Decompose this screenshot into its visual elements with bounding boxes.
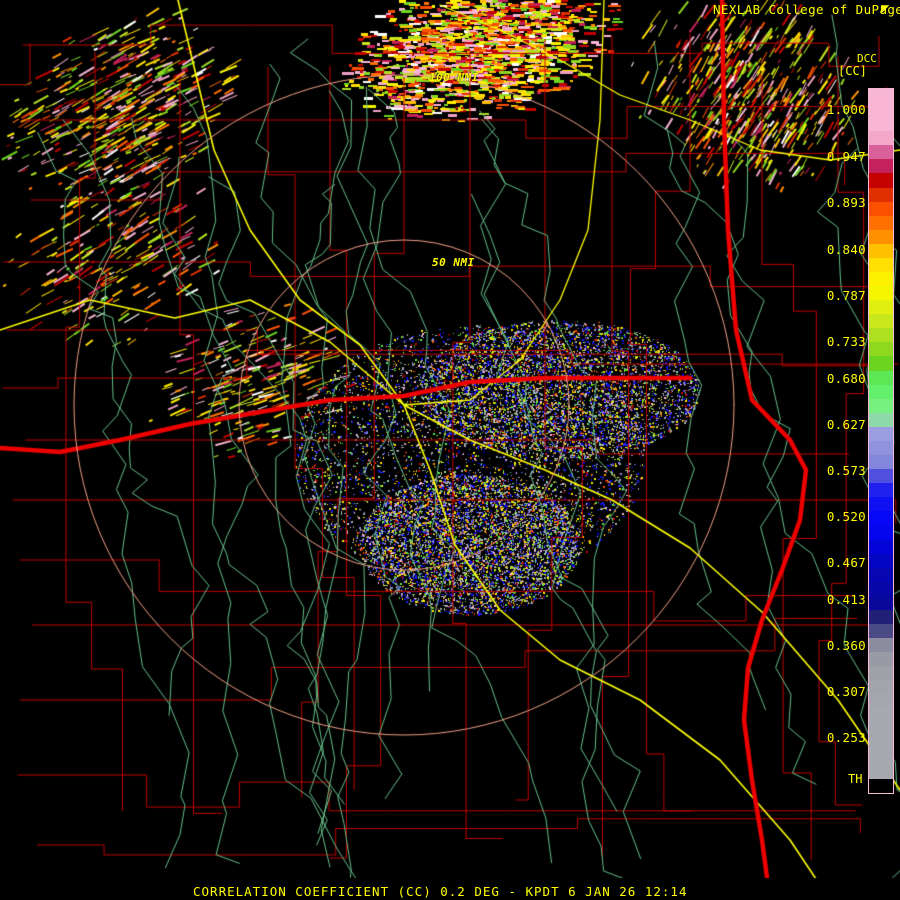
- colorbar-segment-22: [869, 398, 893, 413]
- colorbar-segment-28: [869, 483, 893, 498]
- colorbar-segment-47: [869, 750, 893, 765]
- colorbar-segment-20: [869, 370, 893, 385]
- colorbar-segment-29: [869, 497, 893, 512]
- colorbar-tick-14: 0.253: [826, 730, 866, 745]
- colorbar-title: DCC: [857, 52, 877, 65]
- colorbar-segment-34: [869, 567, 893, 582]
- colorbar-segment-42: [869, 680, 893, 695]
- colorbar-segment-17: [869, 328, 893, 343]
- colorbar-unit-label: [CC]: [838, 64, 867, 78]
- colorbar-segment-31: [869, 525, 893, 540]
- colorbar-segment-44: [869, 708, 893, 723]
- colorbar-tick-7: 0.627: [826, 417, 866, 432]
- colorbar-segment-37: [869, 609, 893, 624]
- range-ring-label-50nmi: 50 NMI: [432, 256, 475, 269]
- colorbar-tick-6: 0.680: [826, 371, 866, 386]
- colorbar-segment-7: [869, 187, 893, 202]
- colorbar-tick-10: 0.467: [826, 555, 866, 570]
- range-ring-label-100nmi: 100 NMI: [429, 71, 479, 84]
- colorbar-segment-49: [869, 778, 893, 793]
- colorbar-segment-39: [869, 638, 893, 653]
- colorbar-tick-13: 0.307: [826, 684, 866, 699]
- colorbar-tick-8: 0.573: [826, 463, 866, 478]
- colorbar-segment-38: [869, 623, 893, 639]
- colorbar-segment-36: [869, 595, 893, 610]
- colorbar-segment-45: [869, 722, 893, 737]
- colorbar-segment-16: [869, 314, 893, 329]
- colorbar-segment-15: [869, 300, 893, 315]
- colorbar-segment-14: [869, 286, 893, 301]
- colorbar-segment-18: [869, 342, 893, 357]
- colorbar-segment-43: [869, 694, 893, 709]
- colorbar-tick-1: 0.947: [826, 149, 866, 164]
- colorbar-segment-0: [869, 89, 893, 104]
- branding-label: NEXLAB College of DuPage: [713, 2, 900, 17]
- colorbar-segment-46: [869, 736, 893, 751]
- colorbar-tick-3: 0.840: [826, 242, 866, 257]
- colorbar-segment-25: [869, 440, 893, 456]
- colorbar-segment-33: [869, 553, 893, 568]
- colorbar-segment-23: [869, 412, 893, 427]
- cod-nexlab-logo-icon: ◤: [881, 1, 890, 17]
- colorbar-segment-3: [869, 131, 893, 146]
- colorbar-segment-8: [869, 201, 893, 216]
- colorbar-tick-2: 0.893: [826, 195, 866, 210]
- colorbar-tick-4: 0.787: [826, 288, 866, 303]
- colorbar-gradient-strip: [869, 89, 893, 793]
- colorbar-segment-10: [869, 229, 893, 244]
- colorbar-segment-40: [869, 652, 893, 667]
- status-bar-text: CORRELATION COEFFICIENT (CC) 0.2 DEG - K…: [193, 884, 688, 899]
- colorbar-segment-5: [869, 159, 893, 174]
- colorbar-segment-6: [869, 173, 893, 188]
- colorbar-segment-1: [869, 103, 893, 118]
- colorbar-tick-9: 0.520: [826, 509, 866, 524]
- colorbar-tick-labels: 1.000 0.947 0.893 0.840 0.787 0.733 0.680 0.627…: [806, 0, 866, 900]
- colorbar-segment-2: [869, 117, 893, 132]
- colorbar-segment-41: [869, 666, 893, 681]
- colorbar-segment-11: [869, 243, 893, 258]
- colorbar-segment-24: [869, 426, 893, 441]
- colorbar-tick-12: 0.360: [826, 638, 866, 653]
- colorbar-segment-30: [869, 511, 893, 526]
- colorbar-segment-48: [869, 764, 893, 779]
- colorbar-segment-32: [869, 539, 893, 554]
- colorbar-threshold-label: TH: [848, 772, 863, 786]
- colorbar-segment-35: [869, 581, 893, 596]
- colorbar-segment-27: [869, 469, 893, 484]
- colorbar-tick-0: 1.000: [826, 102, 866, 117]
- colorbar-segment-9: [869, 215, 893, 230]
- colorbar-segment-13: [869, 272, 893, 287]
- colorbar-tick-11: 0.413: [826, 592, 866, 607]
- colorbar-segment-26: [869, 455, 893, 470]
- colorbar[interactable]: [868, 88, 894, 794]
- colorbar-tick-5: 0.733: [826, 334, 866, 349]
- colorbar-segment-12: [869, 257, 893, 273]
- colorbar-segment-19: [869, 356, 893, 371]
- colorbar-segment-4: [869, 145, 893, 160]
- colorbar-segment-21: [869, 384, 893, 399]
